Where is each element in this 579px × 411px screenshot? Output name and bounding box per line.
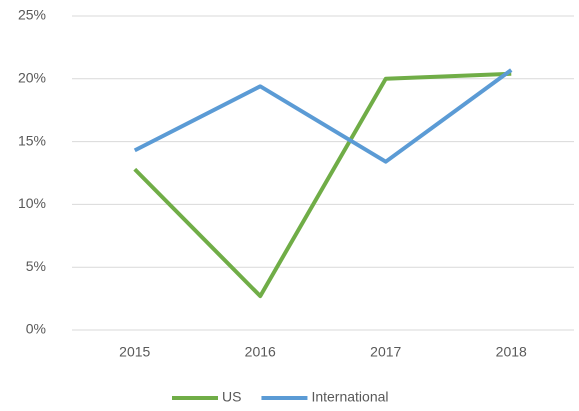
legend-label: International — [311, 389, 388, 405]
y-tick-label: 25% — [18, 7, 46, 23]
series-line — [133, 71, 512, 299]
legend-label: US — [222, 389, 241, 405]
series-line — [133, 68, 513, 164]
x-tick-label: 2015 — [119, 344, 150, 360]
y-tick-label: 15% — [18, 132, 46, 148]
y-tick-label: 5% — [26, 258, 46, 274]
x-tick-label: 2017 — [370, 344, 401, 360]
y-tick-label: 10% — [18, 195, 46, 211]
y-tick-label: 20% — [18, 70, 46, 86]
x-tick-label: 2018 — [496, 344, 527, 360]
x-tick-label: 2016 — [245, 344, 276, 360]
y-tick-label: 0% — [26, 321, 46, 337]
